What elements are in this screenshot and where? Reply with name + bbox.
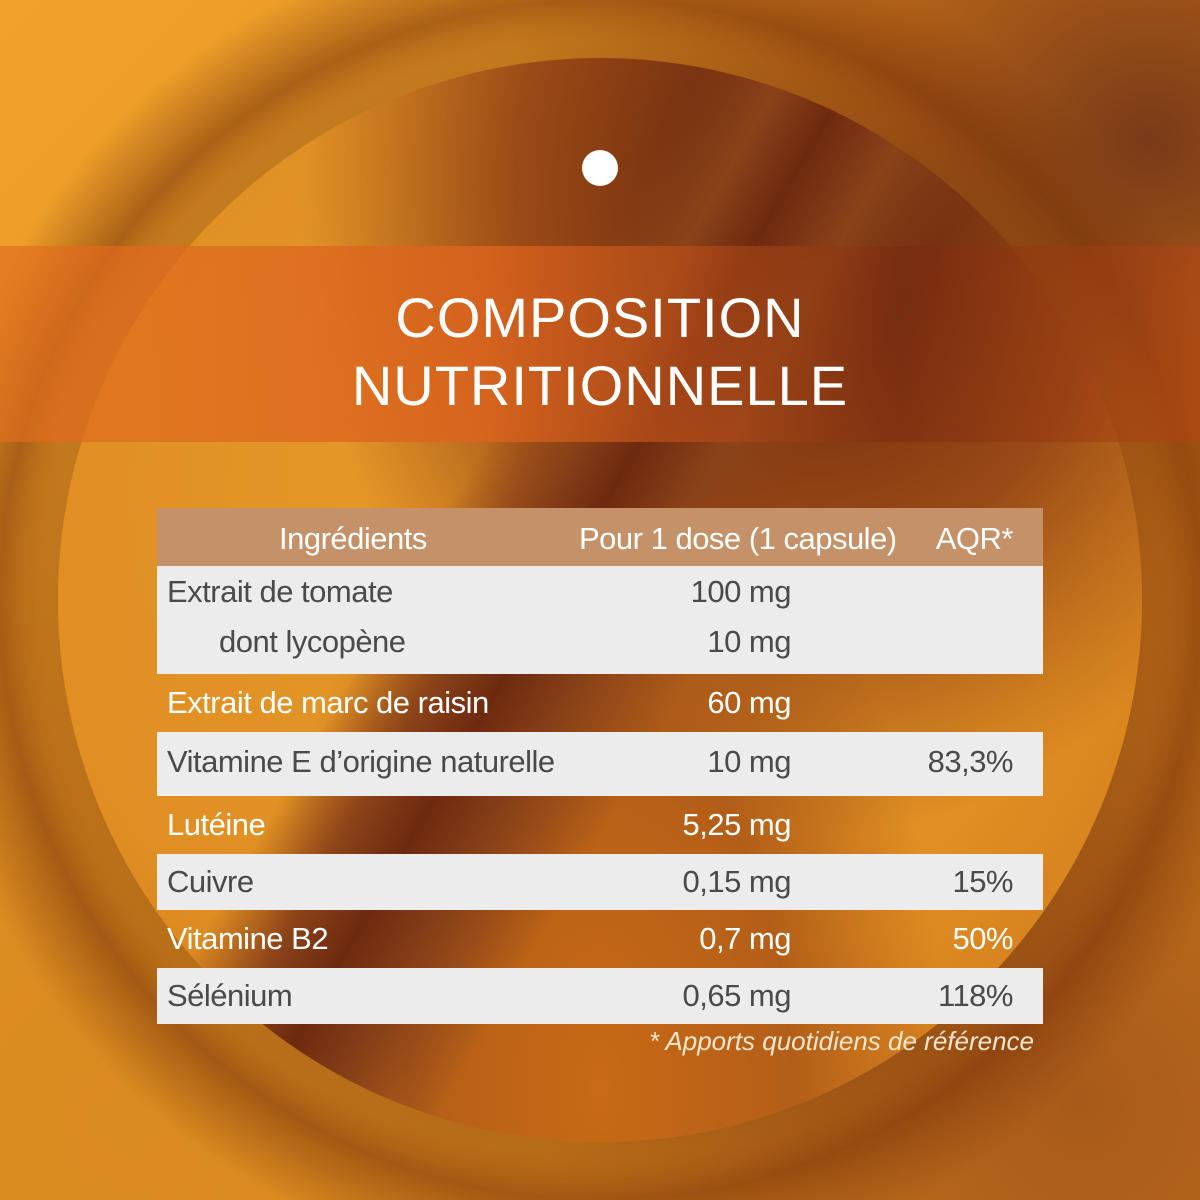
ingredient-name: Vitamine B2 (167, 921, 329, 956)
table-row: Vitamine B2 0,7 mg 50% (157, 910, 1043, 968)
ingredient-dose: 10 mg (707, 744, 791, 779)
ingredient-aqr: 83,3% (927, 744, 1014, 779)
header-ingredients: Ingrédients (279, 521, 427, 556)
table-row: Extrait de marc de raisin 60 mg (157, 674, 1043, 732)
sub-ingredient-dose: 10 mg (707, 624, 791, 659)
table-row: Vitamine E d’origine naturelle 10 mg 83,… (157, 732, 1043, 796)
footnote: * Apports quotidiens de référence (649, 1026, 1034, 1056)
ingredient-dose: 60 mg (707, 685, 791, 720)
ingredient-dose: 100 mg (690, 574, 792, 609)
header-aqr: AQR* (935, 521, 1014, 556)
title-band (0, 246, 1200, 442)
ingredient-name: Lutéine (167, 807, 266, 842)
table-header-row: Ingrédients Pour 1 dose (1 capsule) AQR* (157, 508, 1043, 566)
ingredient-aqr: 118% (938, 978, 1014, 1013)
page-title-line2: NUTRITIONNELLE (351, 354, 849, 417)
table-row: Lutéine 5,25 mg (157, 796, 1043, 854)
table-row: Cuivre 0,15 mg 15% (157, 854, 1043, 910)
ingredient-name: Sélénium (167, 978, 293, 1013)
ingredient-dose: 0,7 mg (699, 921, 791, 956)
header-dose: Pour 1 dose (1 capsule) (579, 521, 897, 556)
ingredient-aqr: 50% (952, 921, 1013, 956)
table-row: Extrait de tomate 100 mg dont lycopène 1… (157, 566, 1043, 674)
ingredient-dose: 0,15 mg (682, 864, 791, 899)
hanging-hole-dot (582, 150, 618, 186)
ingredient-aqr: 15% (952, 864, 1013, 899)
ingredient-name: Extrait de tomate (167, 574, 393, 609)
ingredient-dose: 0,65 mg (682, 978, 791, 1013)
ingredient-dose: 5,25 mg (682, 807, 791, 842)
table-row: Sélénium 0,65 mg 118% (157, 968, 1043, 1024)
page-title-line1: COMPOSITION (395, 286, 805, 349)
sub-ingredient-name: dont lycopène (219, 624, 406, 659)
ingredient-name: Vitamine E d’origine naturelle (167, 744, 555, 779)
nutrition-table: Ingrédients Pour 1 dose (1 capsule) AQR*… (157, 508, 1043, 1024)
ingredient-name: Extrait de marc de raisin (167, 685, 489, 720)
ingredient-name: Cuivre (167, 864, 254, 899)
